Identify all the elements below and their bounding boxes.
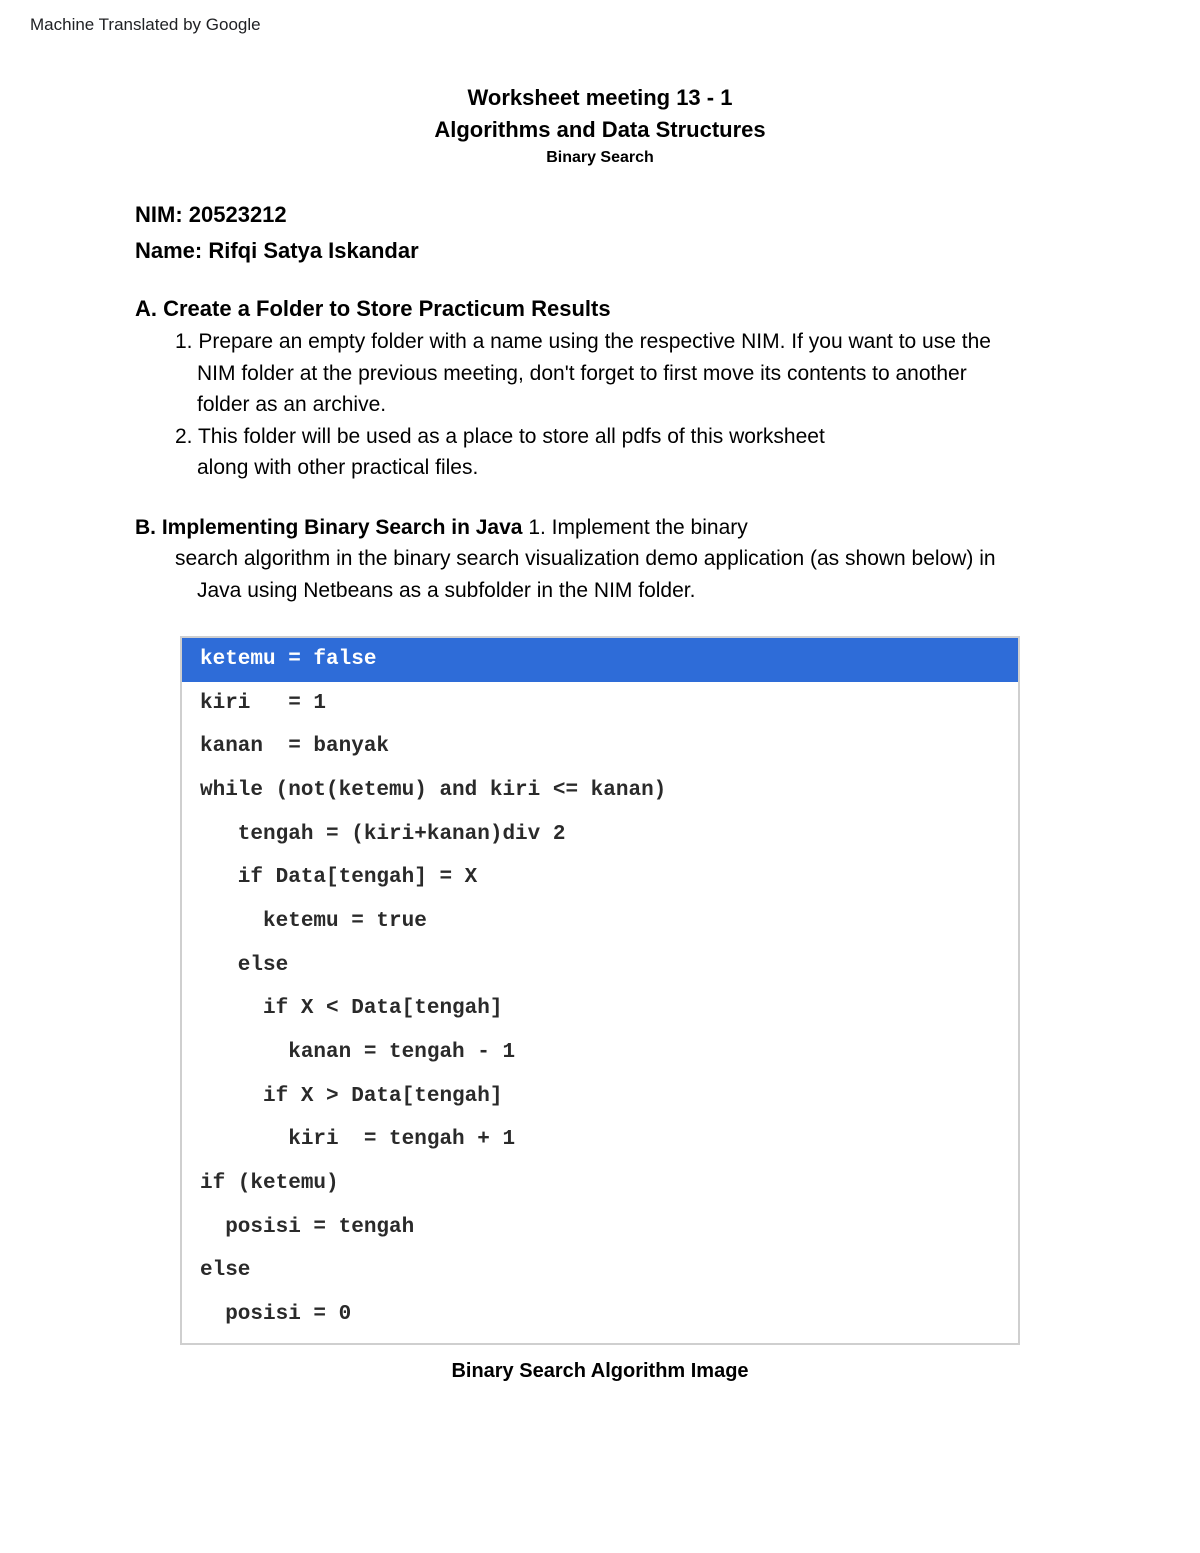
- header-line-2: Algorithms and Data Structures: [135, 117, 1065, 143]
- section-b: B. Implementing Binary Search in Java 1.…: [135, 512, 1065, 607]
- section-a-heading: A. Create a Folder to Store Practicum Re…: [135, 296, 1065, 322]
- nim-line: NIM: 20523212: [135, 202, 1065, 228]
- document-header: Worksheet meeting 13 - 1 Algorithms and …: [135, 85, 1065, 167]
- section-a-item1-line3: folder as an archive.: [135, 389, 1065, 421]
- section-a-item1-line2: NIM folder at the previous meeting, don'…: [135, 358, 1065, 390]
- section-a-item2-line1: 2. This folder will be used as a place t…: [135, 421, 1065, 453]
- code-block: ketemu = false kiri = 1 kanan = banyak w…: [180, 636, 1020, 1345]
- code-caption: Binary Search Algorithm Image: [180, 1360, 1020, 1383]
- section-a-item2-line2: along with other practical files.: [135, 452, 1065, 484]
- page-content: Worksheet meeting 13 - 1 Algorithms and …: [0, 0, 1200, 1443]
- header-subtitle: Binary Search: [135, 149, 1065, 167]
- section-b-heading-bold: B. Implementing Binary Search in Java: [135, 516, 528, 539]
- name-line: Name: Rifqi Satya Iskandar: [135, 238, 1065, 264]
- section-b-heading-rest: 1. Implement the binary: [528, 516, 747, 539]
- section-a-item1-line1: 1. Prepare an empty folder with a name u…: [135, 326, 1065, 358]
- section-b-heading-line: B. Implementing Binary Search in Java 1.…: [135, 512, 1065, 544]
- translated-banner: Machine Translated by Google: [30, 15, 261, 35]
- code-body: kiri = 1 kanan = banyak while (not(ketem…: [182, 682, 1018, 1343]
- section-b-para-line2: Java using Netbeans as a subfolder in th…: [135, 575, 1065, 607]
- code-figure: ketemu = false kiri = 1 kanan = banyak w…: [180, 636, 1020, 1383]
- section-b-para-line1: search algorithm in the binary search vi…: [135, 543, 1065, 575]
- code-highlight-line: ketemu = false: [182, 638, 1018, 682]
- header-line-1: Worksheet meeting 13 - 1: [135, 85, 1065, 111]
